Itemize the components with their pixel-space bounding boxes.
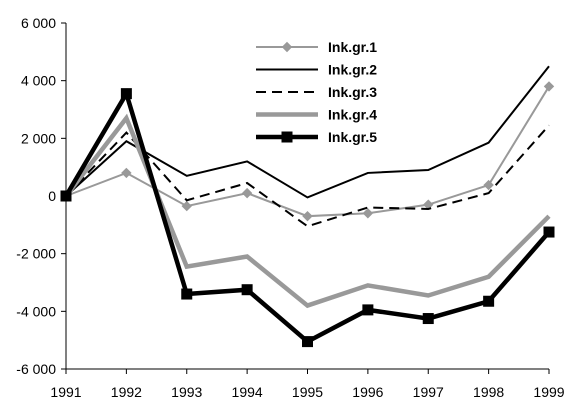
y-tick-label: 0 [48, 188, 56, 204]
x-tick-label: 1995 [292, 384, 323, 400]
series-5-point [422, 313, 434, 325]
x-tick-label: 1997 [413, 384, 444, 400]
series-5-point [281, 131, 293, 143]
legend-label: Ink.gr.5 [328, 129, 377, 145]
series-5-point [302, 336, 313, 348]
series-1 [60, 81, 555, 222]
series-1-point [181, 200, 192, 212]
series-1-point [483, 179, 494, 191]
y-tick-label: -2 000 [16, 246, 56, 262]
x-tick-label: 1993 [171, 384, 202, 400]
series-5-point [241, 284, 253, 296]
y-tick-label: 2 000 [21, 130, 56, 146]
legend-item-3: Ink.gr.3 [256, 84, 377, 100]
series-layer [60, 65, 555, 348]
x-tick-label: 1991 [50, 384, 81, 400]
series-1-point [281, 41, 293, 53]
series-1-point [423, 199, 434, 210]
x-tick-label: 1992 [111, 384, 142, 400]
legend-item-1: Ink.gr.1 [256, 39, 377, 55]
legend-label: Ink.gr.3 [328, 84, 377, 100]
legend-item-4: Ink.gr.4 [256, 107, 377, 123]
y-tick-label: -4 000 [16, 303, 56, 319]
x-tick-label: 1998 [473, 384, 504, 400]
x-axis-ticks: 1991 1992 1993 1994 1995 1996 1997 1998 1999 [50, 369, 565, 400]
legend-label: Ink.gr.1 [328, 39, 377, 55]
y-tick-label: -6 000 [16, 361, 56, 377]
legend-label: Ink.gr.2 [328, 62, 377, 78]
series-5-point [543, 226, 555, 238]
series-1-point [302, 210, 313, 222]
legend-label: Ink.gr.4 [328, 107, 377, 123]
series-1-point [362, 208, 374, 219]
legend-item-2: Ink.gr.2 [256, 62, 377, 78]
y-tick-label: 6 000 [21, 15, 56, 31]
y-axis-ticks: 6 000 4 000 2 000 0 -2 000 -4 000 -6 000 [16, 15, 66, 377]
legend-item-5: Ink.gr.5 [256, 129, 377, 145]
series-5-point [60, 190, 72, 202]
legend: Ink.gr.1 Ink.gr.2 Ink.gr.3 Ink.gr.4 Ink.gr.5 [256, 39, 377, 145]
series-5-point [362, 304, 374, 316]
x-tick-label: 1999 [533, 384, 564, 400]
series-5-point [483, 295, 495, 307]
series-5-point [181, 288, 193, 300]
series-1-point [543, 81, 555, 92]
x-tick-label: 1994 [232, 384, 263, 400]
series-5-point [120, 88, 132, 100]
series-1-point [121, 167, 132, 179]
x-tick-label: 1996 [352, 384, 383, 400]
y-tick-label: 4 000 [21, 73, 56, 89]
series-1-point [241, 187, 253, 199]
series-5 [60, 88, 555, 348]
